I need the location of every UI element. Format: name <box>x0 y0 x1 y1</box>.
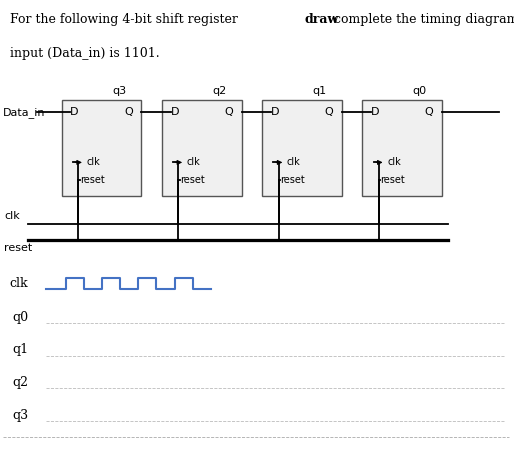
Text: reset: reset <box>80 175 104 186</box>
Text: q0: q0 <box>413 86 427 96</box>
Text: complete the timing diagram if the: complete the timing diagram if the <box>329 13 514 26</box>
Text: reset: reset <box>4 243 32 253</box>
Text: input (Data_in) is 1101.: input (Data_in) is 1101. <box>10 46 160 60</box>
Text: q3: q3 <box>12 409 28 422</box>
Text: Q: Q <box>324 107 334 118</box>
Text: For the following 4-bit shift register: For the following 4-bit shift register <box>10 13 242 26</box>
Text: D: D <box>70 107 79 118</box>
Text: D: D <box>371 107 379 118</box>
Text: reset: reset <box>180 175 205 186</box>
Bar <box>262 100 342 196</box>
Text: Q: Q <box>425 107 434 118</box>
Text: q1: q1 <box>12 344 28 356</box>
Text: clk: clk <box>387 158 401 167</box>
Text: clk: clk <box>187 158 200 167</box>
Text: clk: clk <box>86 158 100 167</box>
Text: reset: reset <box>280 175 305 186</box>
Text: D: D <box>271 107 279 118</box>
Text: Q: Q <box>124 107 133 118</box>
Bar <box>362 100 442 196</box>
Text: D: D <box>171 107 179 118</box>
Text: draw: draw <box>304 13 339 26</box>
Text: q2: q2 <box>12 376 28 389</box>
Text: Data_in: Data_in <box>3 107 45 118</box>
Text: clk: clk <box>287 158 301 167</box>
Text: q2: q2 <box>212 86 226 96</box>
Bar <box>162 100 242 196</box>
Text: q3: q3 <box>112 86 126 96</box>
Text: reset: reset <box>380 175 405 186</box>
Text: clk: clk <box>4 211 20 221</box>
Text: q1: q1 <box>313 86 326 96</box>
Text: Q: Q <box>224 107 233 118</box>
Bar <box>62 100 141 196</box>
Text: q0: q0 <box>12 311 28 324</box>
Text: clk: clk <box>10 277 28 290</box>
